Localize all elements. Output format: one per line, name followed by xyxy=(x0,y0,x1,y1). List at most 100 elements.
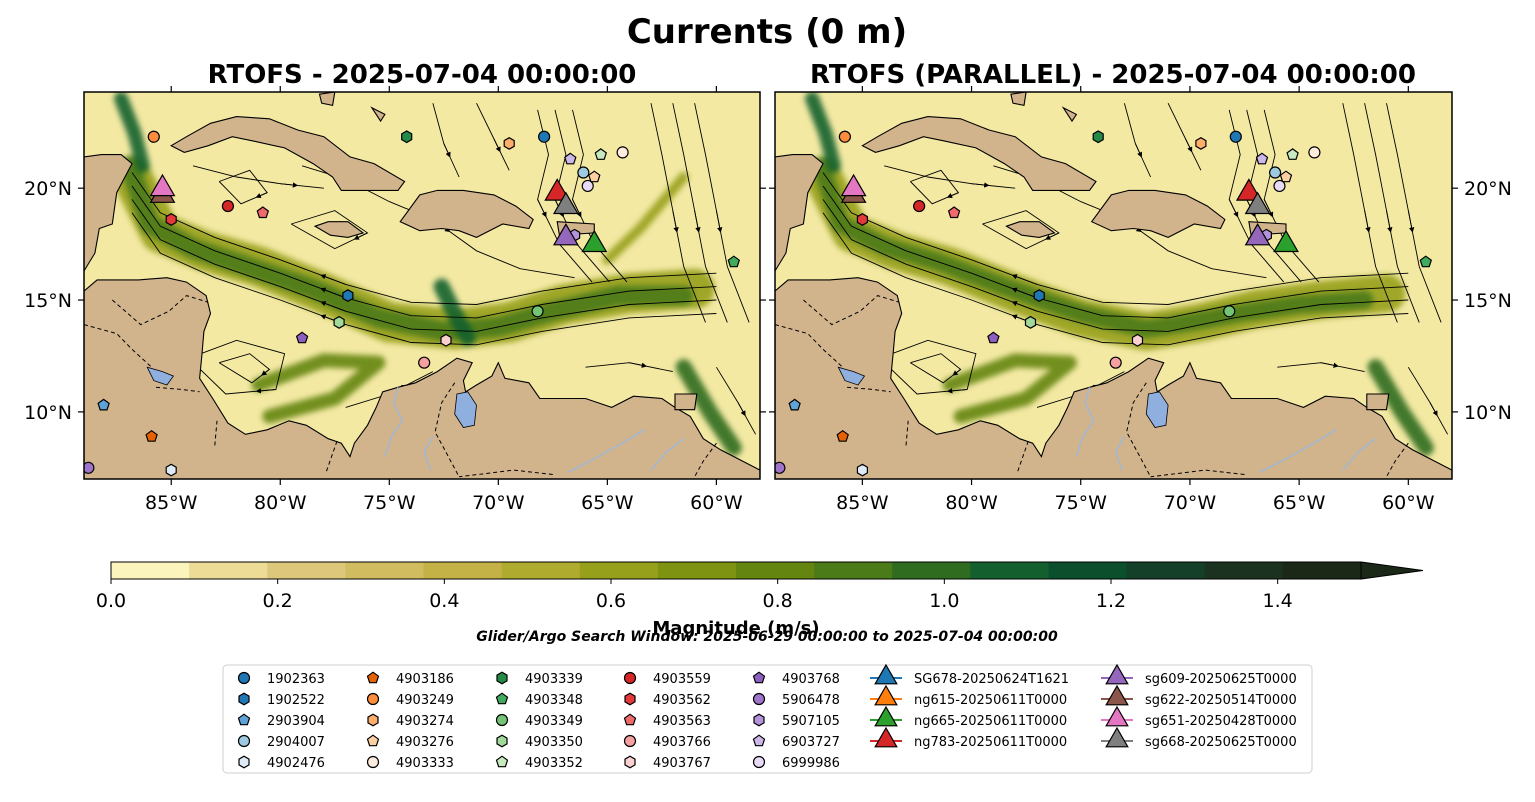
argo-float-marker xyxy=(531,305,544,318)
map-frame xyxy=(83,91,761,480)
colorbar-tick-label: 0.2 xyxy=(263,590,293,612)
argo-float-marker xyxy=(165,463,177,477)
glider-marker xyxy=(544,178,571,201)
legend-label: 1902522 xyxy=(267,693,325,708)
land-polygon xyxy=(1005,221,1056,238)
legend-label: 6999986 xyxy=(782,756,840,771)
streamline-arrow xyxy=(572,199,582,218)
axis-ticks-rtofs: 85°W 80°W 75°W 70°W 65°W 60°W 10°N 15°N 20°N xyxy=(24,86,766,514)
river xyxy=(384,387,404,457)
argo-float-marker xyxy=(1033,289,1045,302)
argo-float-marker xyxy=(418,356,431,369)
country-border xyxy=(1386,442,1409,478)
land xyxy=(84,92,760,479)
legend-float-symbol xyxy=(495,713,509,727)
colorbar-tick-label: 1.4 xyxy=(1263,590,1293,612)
gliders xyxy=(840,173,1299,253)
legend-float-symbol xyxy=(366,734,380,747)
colorbar-tick-label: 1.0 xyxy=(929,590,959,612)
legend-label: 4903276 xyxy=(396,735,454,750)
streamline-arrow xyxy=(1045,232,1060,240)
streamline-arrow xyxy=(1364,210,1371,233)
land-polygon xyxy=(1366,393,1390,411)
argo-float-marker xyxy=(856,463,869,477)
streamline-arrow xyxy=(280,182,299,188)
legend-label: 4903349 xyxy=(525,714,583,729)
country-border xyxy=(84,324,152,368)
streamline xyxy=(982,210,1060,250)
streamline xyxy=(716,366,756,435)
argo-float-marker xyxy=(1195,137,1207,150)
legend-float-symbol xyxy=(623,713,637,726)
argo-float-marker xyxy=(145,429,158,442)
legend-label: 5906478 xyxy=(782,693,840,708)
colorbar-frame xyxy=(110,561,1362,580)
land-polygon xyxy=(674,393,698,411)
argo-float-marker xyxy=(947,206,961,219)
legend-label: ng783-20250611T0000 xyxy=(914,735,1067,750)
streamline-arrow xyxy=(537,199,547,218)
argo-float-marker xyxy=(440,333,452,347)
streamline xyxy=(1407,366,1448,435)
legend-float-symbol xyxy=(623,671,637,685)
legend-glider-symbol xyxy=(874,663,898,685)
country-border xyxy=(803,295,900,326)
legend-float-symbol xyxy=(752,671,766,684)
legend-label: 4903559 xyxy=(653,672,711,687)
streamline-arrow xyxy=(255,388,276,394)
colorbar: 0.0 0.2 0.4 0.6 0.8 1.0 1.2 1.4 xyxy=(96,561,1424,612)
argo-float-marker xyxy=(401,130,413,144)
legend-label: 4903333 xyxy=(396,756,454,771)
legend-label: 4903562 xyxy=(653,693,711,708)
streamline-arrow xyxy=(493,138,501,153)
streamline xyxy=(131,212,717,346)
argo-float-marker xyxy=(503,137,515,150)
country-border xyxy=(1016,440,1029,473)
legend-float-symbol xyxy=(238,755,250,769)
country-border xyxy=(111,295,209,326)
colorbar-segment xyxy=(1126,562,1206,579)
streamline-arrow xyxy=(715,210,723,233)
argo-float-marker xyxy=(147,130,160,143)
streamline xyxy=(218,353,271,384)
argo-float-marker xyxy=(342,289,354,302)
panel-title-rtofs: RTOFS - 2025-07-04 00:00:00 xyxy=(208,60,637,90)
argo-float-marker xyxy=(295,331,309,344)
panel-title-rtofs-parallel: RTOFS (PARALLEL) - 2025-07-04 00:00:00 xyxy=(810,60,1416,90)
streamline-arrow xyxy=(1263,199,1274,218)
streamline xyxy=(131,172,717,305)
lon-tick-label: 70°W xyxy=(1164,492,1217,514)
streamline-arrow xyxy=(320,274,346,285)
legend-float-symbol xyxy=(237,713,251,726)
legend-label: 4903186 xyxy=(396,672,454,687)
land-polygon xyxy=(370,106,386,123)
speed-band xyxy=(433,278,476,347)
lon-tick-label: 80°W xyxy=(945,492,998,514)
argo-float-marker xyxy=(221,199,235,213)
lat-tick-label: 15°N xyxy=(1464,290,1512,312)
glider-marker xyxy=(1273,229,1299,253)
argo-floats xyxy=(775,130,1433,477)
colorbar-segment xyxy=(345,562,424,579)
argo-float-marker xyxy=(84,461,95,474)
argo-float-marker xyxy=(1255,152,1269,165)
country-border xyxy=(1126,382,1152,478)
lon-tick-label: 60°W xyxy=(1382,492,1435,514)
map-panel-rtofs: RTOFS - 2025-07-04 00:00:00 85°W 80°W 75°W… xyxy=(24,60,766,514)
land-polygon xyxy=(1010,92,1027,107)
streamline-arrow xyxy=(952,369,961,376)
legend-float-symbol xyxy=(752,755,766,769)
land-polygon xyxy=(861,116,1097,191)
argo-float-marker xyxy=(1308,146,1321,159)
streamline-arrow xyxy=(320,301,346,312)
argo-float-marker xyxy=(838,130,851,143)
legend-float-symbol xyxy=(495,692,509,705)
argo-float-marker xyxy=(333,315,345,329)
argo-float-marker xyxy=(913,199,926,213)
legend-glider-symbol xyxy=(874,705,898,727)
colorbar-segment xyxy=(579,562,659,579)
legend-float-symbol xyxy=(624,755,636,769)
legend-float-symbol xyxy=(752,692,766,706)
legend-label: 4903766 xyxy=(653,735,711,750)
glider-marker xyxy=(552,191,579,215)
